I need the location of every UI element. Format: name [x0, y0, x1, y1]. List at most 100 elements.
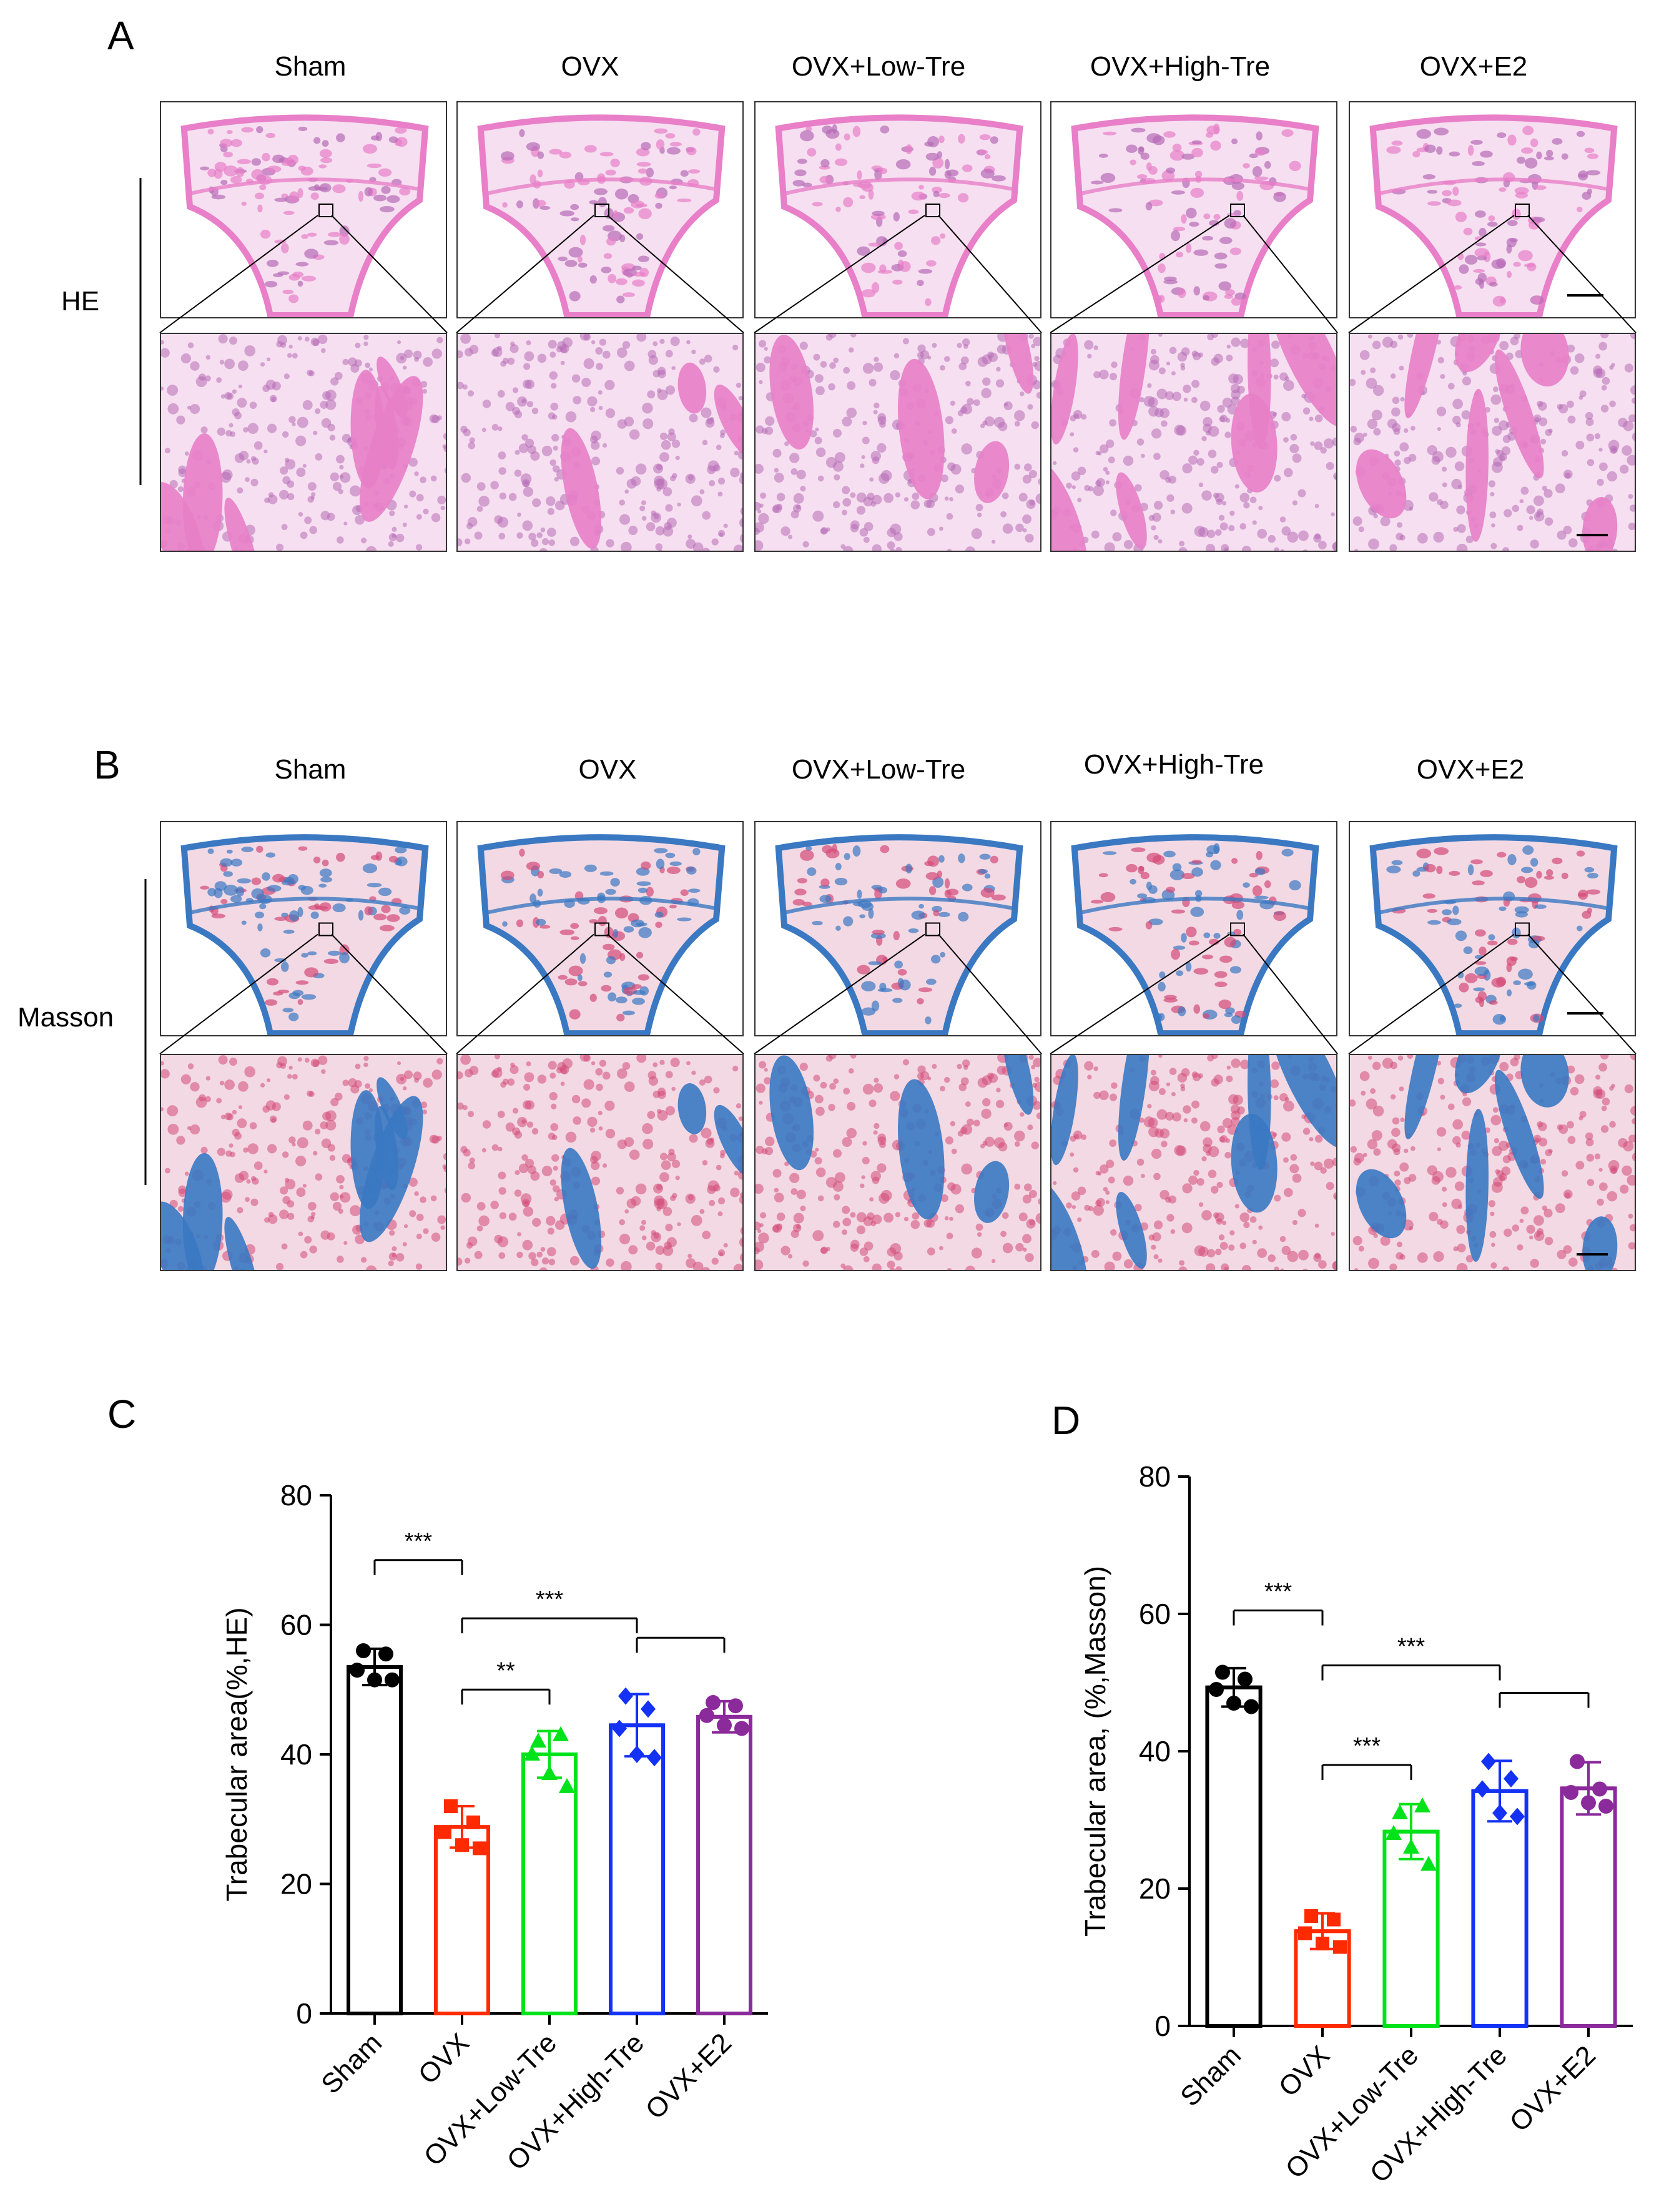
chart-c-point-1-4 — [473, 1841, 486, 1856]
chart-d-point-4-3 — [1581, 1795, 1596, 1811]
chart-c-significance-label-1: *** — [536, 1586, 564, 1613]
chart-d-point-1-3 — [1316, 1937, 1329, 1950]
chart-d-point-4-2 — [1563, 1785, 1578, 1800]
chart-d-point-3-1 — [1504, 1770, 1519, 1787]
chart-c-point-3-2 — [612, 1719, 627, 1738]
chart-c-point-1-1 — [466, 1815, 480, 1829]
chart-d-significance-3 — [1321, 1764, 1412, 1780]
chart-c-point-1-2 — [438, 1825, 451, 1839]
chart-c-point-3-1 — [641, 1700, 656, 1718]
panel-d-letter: D — [1051, 1398, 1081, 1443]
chart-d-bar-4 — [1560, 1786, 1617, 2028]
chart-c-point-2-4 — [559, 1777, 575, 1793]
panel-b-detail-image-5 — [1349, 1054, 1636, 1271]
panel-b-col-label-high-tre: OVX+High-Tre — [1083, 749, 1264, 780]
chart-c-point-4-2 — [699, 1708, 714, 1723]
chart-c-point-3-0 — [618, 1687, 633, 1705]
chart-d-point-3-2 — [1475, 1780, 1490, 1798]
chart-c-bar-0 — [347, 1664, 403, 2015]
chart-d-point-1-2 — [1298, 1926, 1312, 1940]
chart-d-point-3-4 — [1510, 1807, 1525, 1826]
panel-a-detail-image-2 — [456, 333, 744, 552]
chart-d-y-tick-label-4: 80 — [1139, 1460, 1171, 1493]
chart-d-point-1-1 — [1327, 1912, 1341, 1927]
chart-d-bar-3 — [1471, 1789, 1529, 2028]
chart-c-y-tick-label-2: 40 — [280, 1738, 312, 1771]
chart-c-point-4-3 — [717, 1718, 732, 1733]
panel-a-row-bracket — [139, 178, 142, 485]
chart-d-x-tick-label-4: OVX+E2 — [1504, 2040, 1602, 2138]
chart-d-point-0-2 — [1209, 1682, 1224, 1697]
chart-c-point-1-3 — [455, 1838, 469, 1852]
chart-c-significance-3 — [461, 1688, 551, 1705]
chart-d-trabecular-area-masson: 0 20 40 60 80 Trabecular area, (%,Masson) Sham… — [1079, 1460, 1633, 2189]
chart-d-point-4-1 — [1592, 1781, 1607, 1797]
chart-d-point-3-3 — [1492, 1804, 1507, 1822]
chart-c-point-4-4 — [734, 1721, 749, 1736]
panel-b-col-label-sham: Sham — [274, 754, 347, 785]
panel-b-zoom-lines-4 — [1050, 933, 1338, 1054]
panel-b-zoom-lines-2 — [456, 933, 744, 1054]
chart-c-point-0-2 — [350, 1663, 365, 1678]
chart-c-point-2-2 — [524, 1746, 540, 1761]
chart-c-x-tick-label-0: Sham — [315, 2027, 388, 2100]
panel-a-row-label-he: HE — [61, 286, 100, 317]
panel-b-col-label-ovx: OVX — [578, 754, 637, 785]
chart-d-y-tick-label-3: 60 — [1139, 1598, 1171, 1630]
panel-b-detail-image-4 — [1050, 1054, 1337, 1271]
chart-d-point-2-3 — [1403, 1839, 1419, 1854]
chart-c-point-4-1 — [728, 1698, 743, 1714]
chart-d-y-tick-label-0: 0 — [1155, 2010, 1171, 2042]
panel-a-col-label-low-tre: OVX+Low-Tre — [791, 51, 966, 82]
chart-d-point-2-1 — [1414, 1797, 1430, 1812]
panel-b-overview-image-5 — [1349, 821, 1636, 1036]
chart-d-point-3-0 — [1481, 1752, 1496, 1771]
panel-b-letter: B — [94, 742, 121, 787]
chart-c-bar-4 — [696, 1714, 752, 2015]
chart-d-point-2-2 — [1386, 1825, 1402, 1840]
chart-c-bar-2 — [521, 1752, 578, 2015]
panel-a-overview-image-2 — [456, 101, 744, 318]
panel-b-detail-image-2 — [456, 1054, 744, 1271]
panel-b-zoom-lines-3 — [754, 933, 1042, 1054]
chart-d-significance-label-0: *** — [1264, 1579, 1292, 1605]
panel-b-col-label-low-tre: OVX+Low-Tre — [791, 754, 966, 785]
chart-c-x-tick-label-1: OVX — [413, 2027, 475, 2090]
panel-a-letter: A — [107, 13, 134, 58]
panel-a-zoom-lines-5 — [1348, 215, 1637, 333]
chart-c-y-tick-label-1: 20 — [280, 1868, 312, 1900]
panel-a-detail-image-1 — [160, 333, 447, 552]
chart-d-point-0-4 — [1244, 1699, 1259, 1714]
panel-a-overview-image-5 — [1349, 101, 1636, 318]
panel-b-overview-image-4 — [1050, 821, 1337, 1036]
chart-c-x-tick-label-4: OVX+E2 — [639, 2027, 737, 2125]
chart-d-point-2-4 — [1420, 1856, 1437, 1871]
panel-b-overview-scale-bar — [1567, 1012, 1603, 1015]
panel-a-overview-image-4 — [1050, 101, 1337, 318]
panel-a-zoom-lines-2 — [456, 215, 744, 333]
chart-d-point-2-0 — [1392, 1804, 1408, 1819]
chart-c-point-3-4 — [647, 1749, 662, 1767]
chart-d-point-4-0 — [1570, 1754, 1585, 1769]
chart-c-point-3-3 — [629, 1746, 644, 1763]
chart-d-significance-2 — [1499, 1692, 1590, 1708]
chart-c-point-2-1 — [553, 1726, 569, 1741]
chart-d-point-0-0 — [1215, 1664, 1230, 1680]
panel-a-overview-image-1 — [160, 101, 447, 318]
chart-c-point-1-0 — [444, 1799, 458, 1813]
chart-c-y-axis-label: Trabecular area(%,HE) — [220, 1607, 253, 1901]
panel-b-zoom-lines-1 — [159, 933, 448, 1054]
chart-c-point-0-3 — [367, 1672, 382, 1688]
panel-a-zoom-lines-4 — [1050, 215, 1338, 333]
panel-a-col-label-ovx: OVX — [561, 51, 619, 82]
chart-c-significance-0 — [373, 1559, 463, 1575]
chart-c-y-tick-label-3: 60 — [280, 1609, 312, 1641]
chart-c-significance-2 — [636, 1636, 726, 1653]
chart-c-trabecular-area-he: 0 20 40 60 80 Trabecular area(%,HE) Sham OVX OVX… — [220, 1479, 768, 2176]
panel-a-overview-image-3 — [754, 101, 1041, 318]
chart-d-bar-0 — [1205, 1685, 1263, 2028]
chart-c-point-0-1 — [378, 1646, 393, 1662]
panel-a-col-label-sham: Sham — [274, 51, 347, 82]
chart-d-y-tick-label-1: 20 — [1139, 1872, 1171, 1905]
panel-b-zoom-lines-5 — [1348, 933, 1637, 1054]
